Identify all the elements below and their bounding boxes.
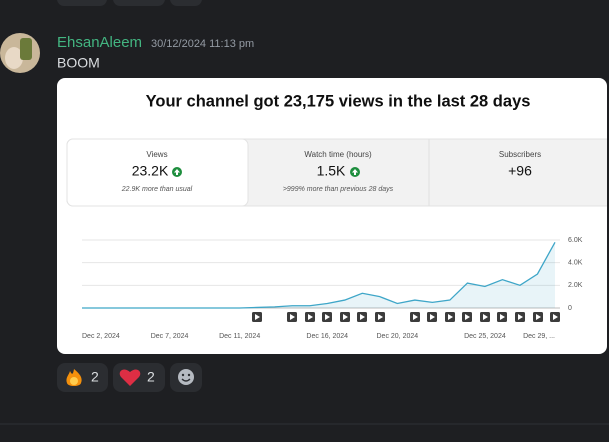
reaction-count: 2 bbox=[91, 369, 99, 385]
y-tick-label: 4.0K bbox=[568, 260, 583, 267]
stat-label: Watch time (hours) bbox=[304, 150, 372, 159]
embed-title: Your channel got 23,175 views in the las… bbox=[146, 92, 531, 110]
x-tick-label: Dec 25, 2024 bbox=[464, 333, 506, 340]
x-tick-label: Dec 16, 2024 bbox=[306, 333, 348, 340]
stat-value: +96 bbox=[508, 163, 532, 179]
reaction[interactable]: 2 bbox=[57, 363, 108, 392]
x-tick-label: Dec 29, ... bbox=[523, 333, 555, 340]
x-tick-label: Dec 2, 2024 bbox=[82, 333, 120, 340]
reaction-count: 2 bbox=[147, 369, 155, 385]
add-reaction[interactable] bbox=[170, 363, 202, 392]
stat-value: 1.5K bbox=[317, 163, 346, 179]
area bbox=[82, 242, 555, 308]
x-tick-label: Dec 7, 2024 bbox=[151, 333, 189, 340]
message-text: BOOM bbox=[57, 55, 100, 71]
stat-value: 23.2K bbox=[132, 163, 169, 179]
reaction[interactable]: 2 bbox=[113, 363, 165, 392]
stat-note: >999% more than previous 28 days bbox=[283, 186, 394, 193]
y-tick-label: 6.0K bbox=[568, 237, 583, 244]
y-tick-label: 2.0K bbox=[568, 282, 583, 289]
chart: 0 2.0K 4.0K 6.0K Dec 2, 2024 Dec 7, 2024 Dec 1… bbox=[82, 237, 583, 340]
x-tick-label: Dec 11, 2024 bbox=[219, 333, 260, 340]
stat-label: Subscribers bbox=[499, 150, 541, 159]
line bbox=[82, 241, 556, 309]
reaction-clipped bbox=[57, 0, 107, 6]
stat-label: Views bbox=[146, 150, 167, 159]
avatar[interactable] bbox=[0, 33, 40, 73]
reaction-clipped bbox=[170, 0, 202, 6]
x-tick-label: Dec 20, 2024 bbox=[377, 333, 419, 340]
timestamp: 30/12/2024 11:13 pm bbox=[151, 38, 254, 50]
reaction-clipped bbox=[113, 0, 165, 6]
username[interactable]: EhsanAleem bbox=[57, 34, 142, 51]
embed-image[interactable]: Your channel got 23,175 views in the las… bbox=[57, 78, 609, 354]
y-tick-label: 0 bbox=[568, 305, 572, 312]
stat-note: 22.9K more than usual bbox=[121, 186, 193, 193]
